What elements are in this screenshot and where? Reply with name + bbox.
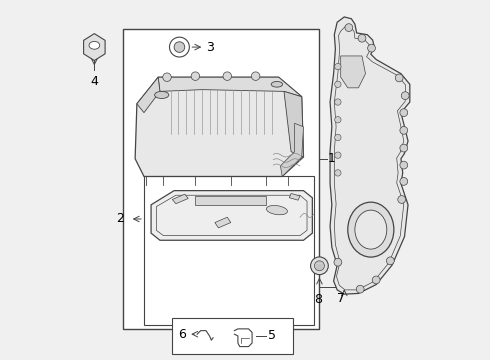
Circle shape xyxy=(335,99,341,105)
Polygon shape xyxy=(172,194,188,204)
Circle shape xyxy=(400,161,408,169)
Circle shape xyxy=(372,276,380,284)
Circle shape xyxy=(334,258,342,266)
Polygon shape xyxy=(84,33,105,60)
Polygon shape xyxy=(158,77,302,97)
Ellipse shape xyxy=(348,202,394,257)
Text: 2: 2 xyxy=(116,212,124,225)
Circle shape xyxy=(400,144,408,152)
Circle shape xyxy=(223,72,232,80)
Polygon shape xyxy=(215,217,231,228)
Circle shape xyxy=(335,134,341,141)
Ellipse shape xyxy=(271,81,283,87)
Circle shape xyxy=(191,72,199,80)
Polygon shape xyxy=(280,123,303,176)
Polygon shape xyxy=(330,17,410,294)
Polygon shape xyxy=(151,191,312,240)
Circle shape xyxy=(335,170,341,176)
Circle shape xyxy=(251,72,260,80)
Circle shape xyxy=(358,34,366,42)
Ellipse shape xyxy=(355,210,387,249)
Circle shape xyxy=(395,74,403,82)
Circle shape xyxy=(387,257,394,265)
Circle shape xyxy=(311,257,328,275)
Text: 5: 5 xyxy=(268,329,276,342)
Circle shape xyxy=(335,63,341,70)
Circle shape xyxy=(170,37,189,57)
Polygon shape xyxy=(196,196,266,205)
Bar xyxy=(172,318,293,354)
Polygon shape xyxy=(135,77,303,176)
Text: 7: 7 xyxy=(337,292,344,305)
Circle shape xyxy=(335,117,341,123)
Circle shape xyxy=(335,81,341,87)
Bar xyxy=(144,176,314,325)
Text: 4: 4 xyxy=(91,76,98,89)
Circle shape xyxy=(335,152,341,158)
Circle shape xyxy=(401,92,409,100)
Circle shape xyxy=(400,177,408,185)
Polygon shape xyxy=(289,193,300,200)
Ellipse shape xyxy=(155,91,169,99)
Circle shape xyxy=(163,73,172,81)
Circle shape xyxy=(400,109,408,117)
Circle shape xyxy=(400,126,408,134)
Ellipse shape xyxy=(89,41,99,49)
Circle shape xyxy=(345,24,353,31)
Text: 6: 6 xyxy=(178,328,186,341)
Circle shape xyxy=(368,44,375,52)
Circle shape xyxy=(315,261,324,271)
Text: 1: 1 xyxy=(328,152,336,165)
Polygon shape xyxy=(137,77,160,113)
Ellipse shape xyxy=(267,206,288,215)
Text: 3: 3 xyxy=(206,41,214,54)
Text: 8: 8 xyxy=(314,293,321,306)
Polygon shape xyxy=(284,91,303,157)
Bar xyxy=(122,30,319,329)
Circle shape xyxy=(174,42,185,53)
Circle shape xyxy=(356,285,364,293)
Circle shape xyxy=(398,195,406,203)
Polygon shape xyxy=(341,56,366,88)
